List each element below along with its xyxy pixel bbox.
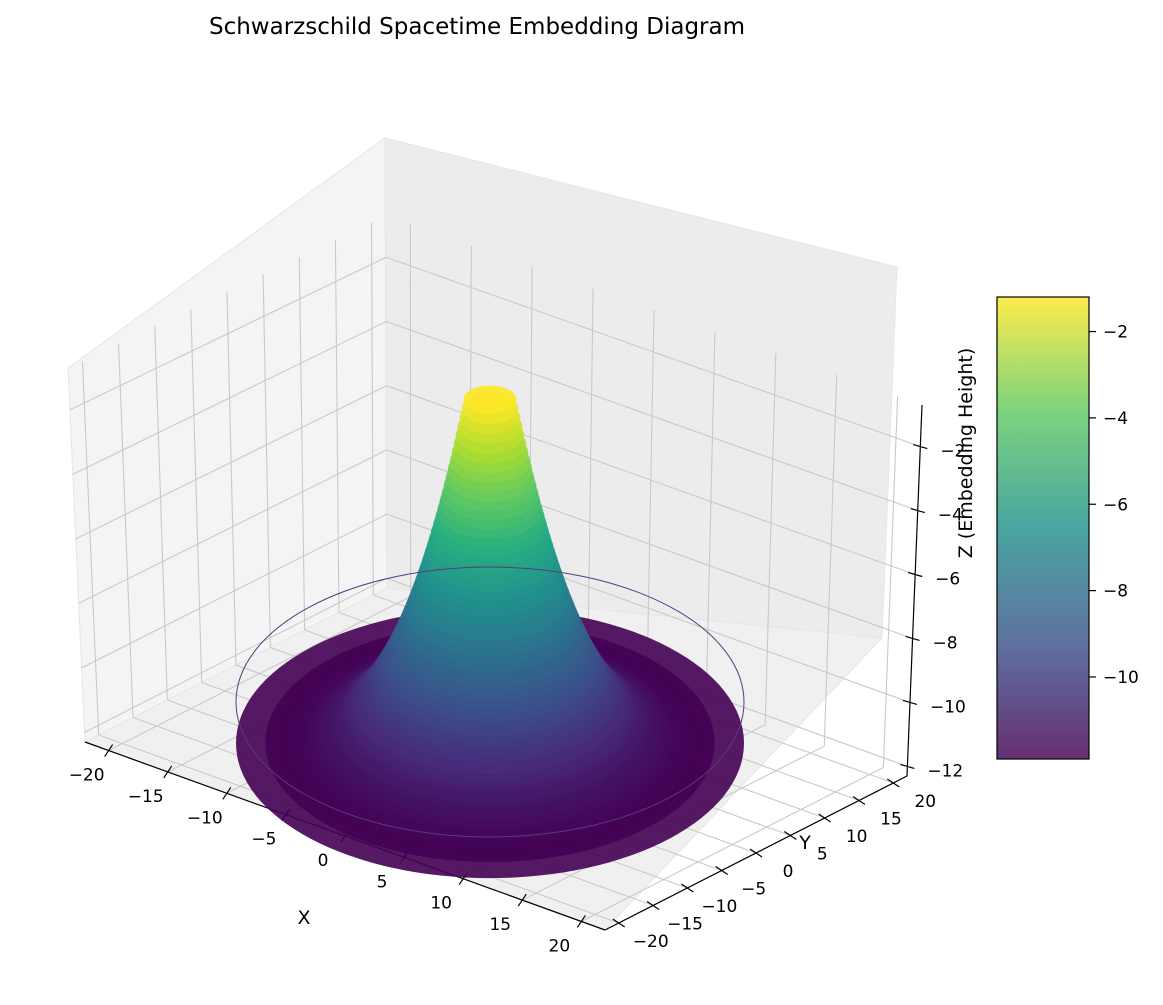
gridline [75, 385, 387, 540]
colorbar: −2 −4 −6 −8 −10 [996, 296, 1139, 760]
x-tick-label: 5 [377, 872, 388, 892]
z-tick-label: −4 [938, 506, 963, 526]
y-tick [886, 778, 900, 788]
x-tick [104, 744, 114, 757]
x-tick-label: −5 [251, 830, 276, 850]
x-tick-label: −20 [69, 766, 105, 786]
gridline [587, 288, 594, 661]
gridline [69, 256, 387, 411]
gridline [646, 310, 655, 683]
y-tick-label: −5 [741, 880, 766, 900]
y-tick [852, 796, 866, 805]
z-tick [907, 571, 923, 578]
y-tick [681, 883, 694, 893]
y-tick-label: 10 [846, 827, 868, 847]
gridline [81, 513, 388, 669]
colorbar-frame [996, 296, 1090, 760]
gridline [298, 257, 306, 631]
z-tick [913, 444, 928, 450]
gridline [764, 353, 777, 725]
y-tick [783, 831, 797, 840]
y-tick [715, 866, 729, 875]
colorbar-ticks: −2 −4 −6 −8 −10 [1089, 323, 1139, 688]
x-tick [222, 786, 232, 800]
colorbar-tick-label: −2 [1103, 323, 1128, 343]
gridline [385, 256, 921, 448]
surface-rim [235, 566, 745, 838]
gridline [262, 274, 271, 648]
colorbar-tick-label: −6 [1103, 495, 1128, 515]
gridline [226, 291, 237, 666]
gridline [118, 343, 134, 718]
colorbar-tick-label: −4 [1103, 409, 1128, 429]
y-tick [749, 848, 763, 858]
x-tick [576, 915, 586, 928]
x-tick [517, 893, 527, 907]
z-tick-label: −6 [935, 570, 960, 590]
y-tick-label: −10 [701, 897, 737, 917]
y-tick-label: 20 [914, 792, 936, 812]
gridline [84, 577, 388, 733]
z-tick-label: −8 [933, 633, 958, 653]
z-tick-label: −10 [930, 697, 966, 717]
z-axis-line [906, 404, 923, 777]
z-axis-label: Z (Embedding Height) [955, 348, 977, 559]
gridline [81, 361, 100, 736]
y-tick-label: 5 [817, 845, 828, 865]
gridline [78, 449, 387, 604]
x-tick-label: 15 [489, 915, 511, 935]
gridline [154, 326, 168, 701]
x-tick-label: −10 [187, 808, 223, 828]
z-tick [902, 699, 918, 706]
x-tick-label: 20 [549, 936, 571, 956]
chart-title: Schwarzschild Spacetime Embedding Diagra… [209, 14, 745, 40]
gridline [190, 309, 203, 683]
x-tick-label: −15 [128, 787, 164, 807]
y-tick-label: 15 [880, 810, 902, 830]
x-tick-label: 0 [318, 851, 329, 871]
surface-plot [235, 385, 745, 879]
y-tick-label: −15 [667, 915, 703, 935]
x-tick [163, 765, 173, 779]
gridline [705, 331, 716, 704]
y-axis-label: Y [798, 832, 811, 854]
y-tick-label: 0 [783, 862, 794, 882]
gridline [334, 239, 340, 613]
gridline [823, 374, 838, 747]
gridline [370, 222, 374, 596]
y-tick [818, 813, 831, 823]
z-tick [900, 763, 915, 769]
gridline [882, 396, 899, 768]
gridline [386, 320, 918, 512]
colorbar-tick-label: −10 [1103, 668, 1139, 688]
y-tick-label: −20 [633, 932, 669, 952]
colorbar-fill [997, 297, 1089, 759]
z-tick [905, 635, 920, 642]
z-tick-label: −2 [940, 442, 965, 462]
x-tick-label: 10 [430, 894, 452, 914]
z-tick-label: −12 [927, 761, 963, 781]
surface-band [463, 385, 517, 414]
y-tick [646, 901, 660, 910]
x-axis-label: X [297, 907, 310, 929]
colorbar-tick-label: −8 [1103, 582, 1128, 602]
y-tick [612, 918, 626, 928]
z-tick [910, 507, 925, 514]
gridline [72, 320, 387, 475]
